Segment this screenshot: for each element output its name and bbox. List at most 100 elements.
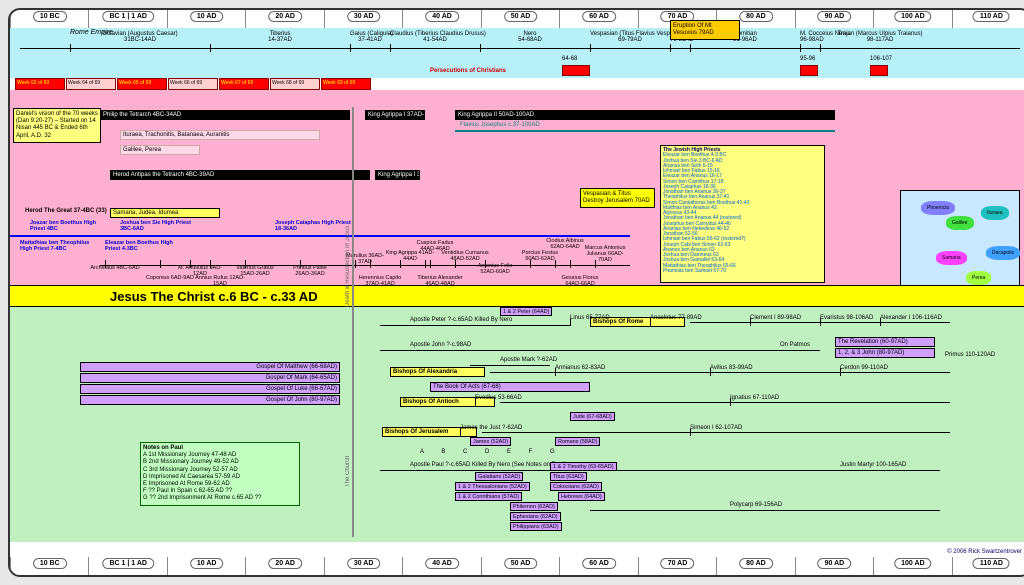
tick-label: 30 AD bbox=[347, 558, 381, 569]
persecution-period bbox=[800, 65, 818, 76]
tick-label: 90 AD bbox=[818, 558, 852, 569]
epistle-bar: 1 & 2 Thessalonians (52AD) bbox=[455, 482, 530, 491]
tick-label: 40 AD bbox=[425, 11, 459, 22]
map-region: Decapolis bbox=[986, 246, 1020, 260]
emperor-label: Trajan (Marcus Ulpius Traianus)98-117AD bbox=[820, 31, 940, 43]
vesuvius-note: Eruption Of Mt Vesuvius 79AD bbox=[670, 20, 740, 40]
week-box: Week 62 of 69 bbox=[15, 78, 65, 90]
epistle-bar: Hebrews (64AD) bbox=[558, 492, 605, 501]
emperor-label: Octavian (Augustus Caesar)31BC-14AD bbox=[70, 31, 210, 43]
bishop-label: Alexander I 106-116AD bbox=[880, 315, 942, 321]
epistle-bar: Colossians (62AD) bbox=[550, 482, 602, 491]
priest-label: Joseph Caiaphas High Priest 18-36AD bbox=[275, 220, 355, 232]
week-box: Week 64 of 69 bbox=[66, 78, 116, 90]
bishop-label: Simeon I 62-107AD bbox=[690, 425, 742, 431]
tick-label: 30 AD bbox=[347, 11, 381, 22]
epistle-bar: 1 & 2 Peter (64AD) bbox=[500, 307, 552, 316]
tick-label: 60 AD bbox=[582, 558, 616, 569]
tick-label: 10 AD bbox=[190, 558, 224, 569]
priest-label: Eleazar ben Boethus High Priest 4-3BC bbox=[105, 240, 185, 252]
christ-title: Jesus The Christ c.6 BC - c.33 AD bbox=[110, 289, 318, 304]
herod-great: Herod The Great 37-4BC (33) bbox=[25, 208, 107, 214]
map-region: Galilee bbox=[946, 216, 974, 230]
governor-label: Marcus Antonius Julianus 66AD-70AD bbox=[580, 245, 630, 263]
governor-label: Porcius Festus 60AD-62AD bbox=[515, 250, 565, 262]
time-axis-top: 10 BCBC 1 | 1 AD10 AD20 AD30 AD40 AD50 A… bbox=[10, 10, 1024, 28]
priest-list: The Jewish High PriestsEleazar ben Boeth… bbox=[660, 145, 825, 283]
jewish-ruler-bar: Galilee, Perea bbox=[120, 145, 200, 155]
tick-label: 90 AD bbox=[818, 11, 852, 22]
emperor-label: Claudius (Tiberius Claudius Drusus)41-54… bbox=[390, 31, 480, 43]
tick-label: 10 AD bbox=[190, 11, 224, 22]
tick-label: 40 AD bbox=[425, 558, 459, 569]
emperor-label: Nero54-68AD bbox=[480, 31, 580, 43]
daniel-note: Daniel's vision of the 70 weeks (Dan 9:2… bbox=[13, 108, 101, 143]
tick-label: 70 AD bbox=[661, 558, 695, 569]
acts-bar: The Book Of Acts (67-68) bbox=[430, 382, 590, 392]
governor-label: Valerius Gratus 15AD-26AD bbox=[230, 265, 280, 277]
tick-label: 50 AD bbox=[504, 11, 538, 22]
tick-label: 100 AD bbox=[894, 558, 931, 569]
tick-label: BC 1 | 1 AD bbox=[102, 558, 154, 569]
tick-label: 10 BC bbox=[33, 558, 67, 569]
bishop-label: Anacletus 77-89AD bbox=[650, 315, 702, 321]
tick-label: BC 1 | 1 AD bbox=[102, 11, 154, 22]
gospel-bar: Gospel Of John (80-97AD) bbox=[80, 395, 340, 405]
apostle-label: Apostle Peter ?-c.65AD Killed By Nero bbox=[410, 317, 512, 323]
tick-label: 20 AD bbox=[268, 11, 302, 22]
justin: Justin Martyr 100-165AD bbox=[840, 462, 906, 468]
persecution-period bbox=[870, 65, 888, 76]
week-box: Week 69 of 69 bbox=[321, 78, 371, 90]
priest-label: Mattathias ben Theophilus High Priest 7-… bbox=[20, 240, 100, 252]
priest-label: Joshua ben Sie High Priest 3BC-6AD bbox=[120, 220, 200, 232]
emperor-label: M. Cocceius Nerva96-98AD bbox=[800, 31, 820, 43]
jewish-ruler-bar: King Agrippa I 37AD-44AD bbox=[365, 110, 425, 120]
bishop-label: Evodius 53-66AD bbox=[475, 395, 522, 401]
jewish-ruler-bar: King Agrippa II 50AD-100AD bbox=[455, 110, 835, 120]
vert-divider bbox=[352, 107, 354, 537]
josephus-line bbox=[455, 130, 835, 132]
justin-line bbox=[590, 470, 940, 471]
map-region: Samaria bbox=[936, 251, 967, 265]
bishop-label: Evaristus 98-106AD bbox=[820, 315, 873, 321]
epistle-bar: Jude (67-68AD) bbox=[570, 412, 615, 421]
jewish-ruler-bar: Ituraea, Trachonitis, Batanaea, Auraniti… bbox=[120, 130, 320, 140]
bishop-label: James the Just ?-62AD bbox=[460, 425, 522, 431]
epistle-bar: 1 & 2 Corinthians (57AD) bbox=[455, 492, 522, 501]
emperor-line bbox=[20, 48, 1020, 49]
copyright: © 2006 Rick Swartzentrover bbox=[947, 549, 1022, 555]
revelation-1: The Revelation (60-97AD) bbox=[835, 337, 935, 347]
weeks-row: Week 62 of 69Week 64 of 69Week 65 of 69 W… bbox=[10, 78, 370, 90]
paul-notes: Notes on PaulA 1st Missionary Journey 47… bbox=[140, 442, 300, 506]
tick-label: 20 AD bbox=[268, 558, 302, 569]
tick-label: 100 AD bbox=[894, 11, 931, 22]
governor-label: Archelaus 4BC-6AD bbox=[90, 265, 140, 271]
governor-label: Pontius Pilate 26AD-36AD bbox=[285, 265, 335, 277]
priest-label: Joazar ben Boethus High Priest 4BC bbox=[30, 220, 110, 232]
gospel-bar: Gospel Of Mark (64-65AD) bbox=[80, 373, 340, 383]
jewish-ruler-bar: Philip the Tetrarch 4BC-34AD bbox=[100, 110, 350, 120]
emperor-label: Vespasian (Titus Flavius Vespasianus)69-… bbox=[590, 31, 670, 43]
map-region: Perea bbox=[966, 271, 991, 285]
patmos: On Patmos bbox=[780, 342, 810, 348]
emperor-label: Gaius (Caligula)37-41AD bbox=[350, 31, 390, 43]
epistle-bar: James (52AD) bbox=[470, 437, 511, 446]
epistle-bar: Ephesians (62AD) bbox=[510, 512, 561, 521]
josephus: Flavius Josephus c.37-100AD bbox=[460, 122, 540, 128]
priest-line bbox=[10, 235, 630, 237]
church-section: Death & Resurrection of Jesus The Church… bbox=[10, 307, 1024, 542]
gospel-bar: Gospel Of Matthew (66-68AD) bbox=[80, 362, 340, 372]
week-box: Week 65 of 69 bbox=[117, 78, 167, 90]
bishop-label: Clement I 89-98AD bbox=[750, 315, 801, 321]
tick-label: 80 AD bbox=[739, 11, 773, 22]
bishop-label: Ignatius 67-110AD bbox=[730, 395, 779, 401]
revelation-2: 1, 2, & 3 John (80-97AD) bbox=[835, 348, 935, 358]
timeline-chart: 10 BC BC 1 | 1 AD 10 AD 20 AD 30 AD 40 AD 50 A… bbox=[8, 8, 1024, 577]
vert-death: Death & Resurrection of Jesus bbox=[345, 127, 351, 307]
bishop-label: Annianus 62-83AD bbox=[555, 365, 605, 371]
polycarp: Polycarp 69-156AD bbox=[730, 502, 782, 508]
roman-empire-section: Rome Empire Octavian (Augustus Caesar)31… bbox=[10, 28, 1024, 78]
apostle-label: Apostle Mark ?-62AD bbox=[500, 357, 557, 363]
vert-church: The Church bbox=[345, 387, 351, 487]
epistle-bar: Titus (63AD) bbox=[550, 472, 587, 481]
